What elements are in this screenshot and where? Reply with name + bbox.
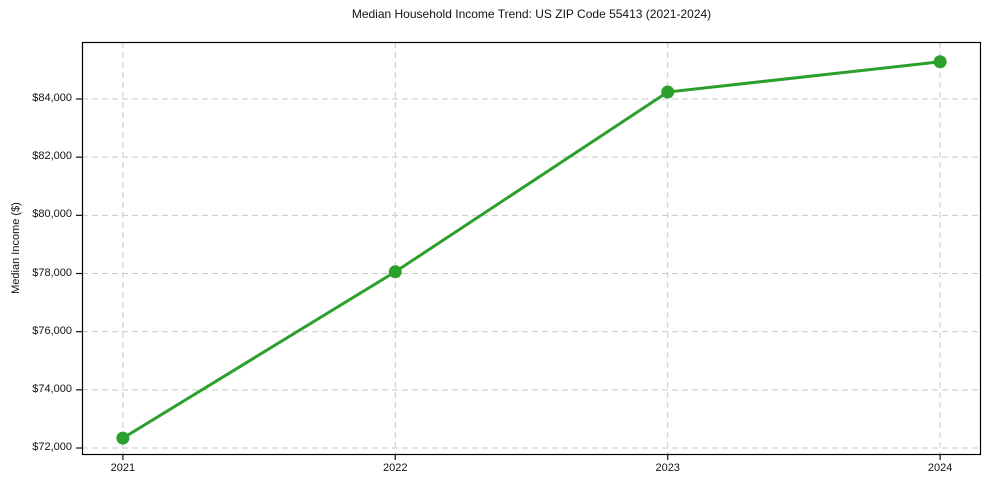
data-point-marker <box>388 265 402 279</box>
data-point-marker <box>116 431 130 445</box>
y-tick-label: $82,000 <box>32 150 72 163</box>
plot-frame <box>81 41 982 456</box>
y-tick-label: $72,000 <box>32 441 72 454</box>
data-point-marker <box>933 55 947 69</box>
x-tick-label: 2023 <box>655 462 680 474</box>
trend-line <box>121 60 942 440</box>
plot-area <box>76 41 982 460</box>
x-tick-label: 2022 <box>383 462 408 474</box>
line-chart-svg <box>76 41 982 460</box>
y-tick-label: $78,000 <box>32 266 72 279</box>
chart-title: Median Household Income Trend: US ZIP Co… <box>351 7 712 21</box>
y-tick-label: $84,000 <box>32 92 72 104</box>
y-tick-label: $80,000 <box>32 208 72 221</box>
x-tick-label: 2021 <box>110 462 136 474</box>
data-point-marker <box>661 85 675 99</box>
y-tick-label: $76,000 <box>32 324 72 337</box>
y-tick-label: $74,000 <box>32 382 72 395</box>
x-tick-label: 2024 <box>927 462 953 474</box>
